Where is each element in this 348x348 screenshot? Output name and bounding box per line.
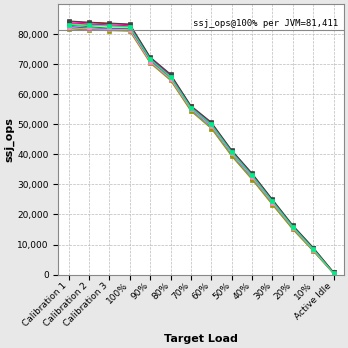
Y-axis label: ssj_ops: ssj_ops: [4, 117, 14, 162]
X-axis label: Target Load: Target Load: [164, 334, 238, 344]
Text: ssj_ops@100% per JVM=81,411: ssj_ops@100% per JVM=81,411: [193, 19, 338, 29]
